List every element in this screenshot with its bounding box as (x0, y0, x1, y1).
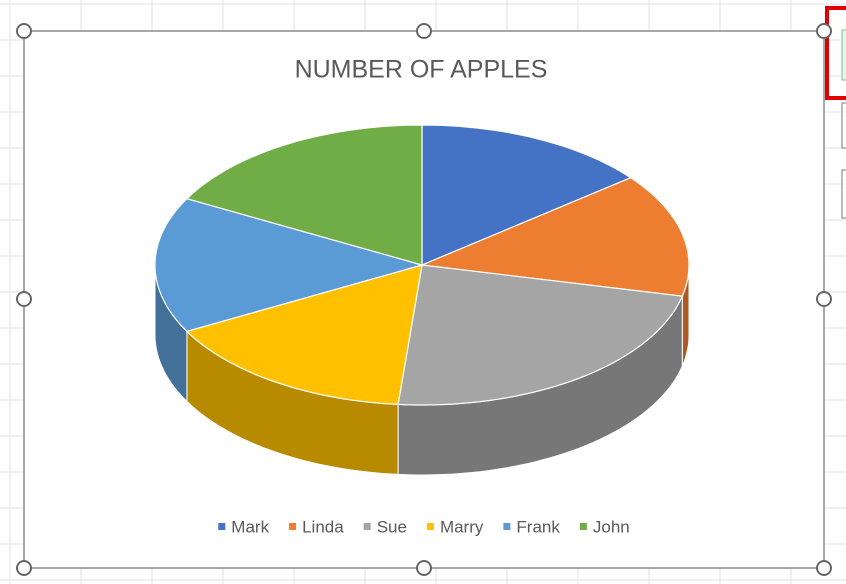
resize-handle[interactable] (16, 560, 32, 576)
side-button[interactable] (841, 169, 846, 219)
slice (397, 264, 684, 406)
legend-swatch (218, 523, 226, 530)
highlight-box (825, 6, 846, 100)
resize-handle[interactable] (816, 23, 832, 39)
slice (421, 124, 632, 266)
resize-handle[interactable] (816, 560, 832, 576)
chart-title: NUMBER OF APPLES (295, 56, 548, 84)
legend: Mark Linda Sue Marry Frank John (218, 517, 630, 536)
pie (154, 124, 690, 476)
side-button[interactable] (841, 102, 846, 149)
resize-handle[interactable] (16, 291, 32, 307)
legend-label: John (593, 517, 630, 536)
legend-label: Marry (440, 517, 484, 536)
legend-swatch (503, 523, 511, 530)
slice (185, 264, 423, 406)
legend-swatch (363, 523, 371, 530)
resize-handle[interactable] (816, 291, 832, 307)
resize-handle[interactable] (416, 560, 432, 576)
slice (419, 177, 690, 297)
legend-swatch (426, 523, 434, 530)
slice (154, 198, 425, 332)
legend-swatch (289, 523, 297, 530)
slice (185, 124, 423, 266)
legend-label: Linda (302, 517, 344, 536)
side-button[interactable] (841, 29, 846, 81)
legend-label: Mark (231, 517, 269, 536)
resize-handle[interactable] (416, 23, 432, 39)
legend-label: Frank (516, 517, 560, 536)
resize-handle[interactable] (16, 23, 32, 39)
legend-label: Sue (377, 517, 407, 536)
legend-swatch (579, 523, 587, 530)
selection-handles (16, 23, 832, 576)
